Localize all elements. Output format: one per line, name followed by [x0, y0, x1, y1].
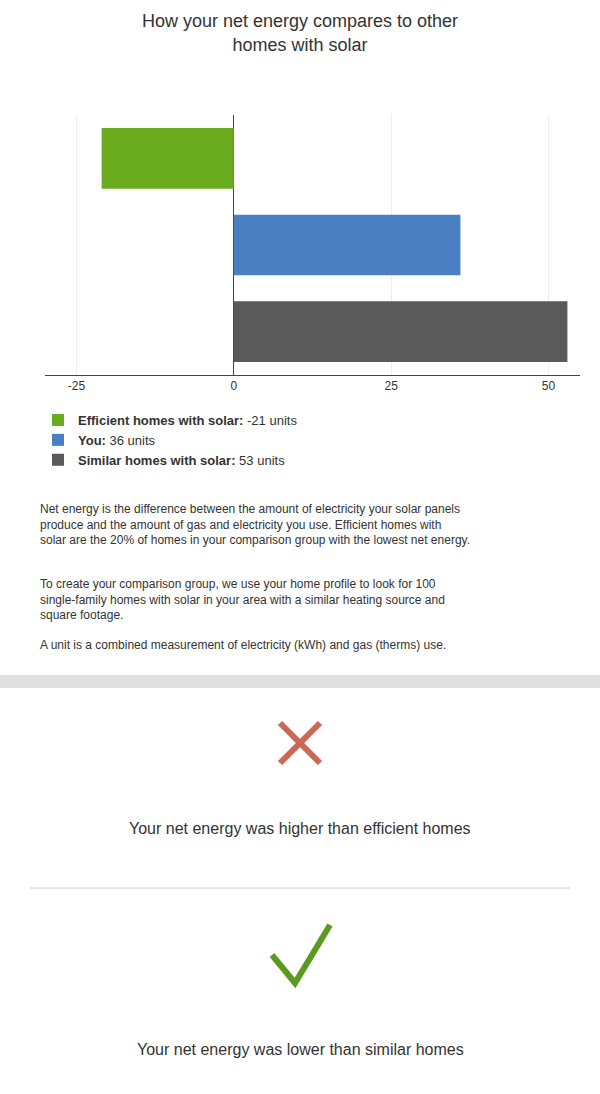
- svg-text:-25: -25: [68, 379, 86, 393]
- svg-text:You: 36 units: You: 36 units: [78, 433, 156, 448]
- svg-text:A unit is a combined measureme: A unit is a combined measurement of elec…: [40, 638, 446, 652]
- svg-text:Your net energy was lower than: Your net energy was lower than similar h…: [137, 1041, 464, 1058]
- svg-text:Efficient homes with solar: -2: Efficient homes with solar: -21 units: [78, 413, 297, 428]
- svg-text:Your net energy was higher tha: Your net energy was higher than efficien…: [129, 820, 471, 837]
- svg-text:Net energy is the difference b: Net energy is the difference between the…: [40, 502, 470, 547]
- svg-text:0: 0: [230, 379, 237, 393]
- svg-text:Similar homes with solar: 53 u: Similar homes with solar: 53 units: [78, 453, 285, 468]
- svg-text:To create your comparison grou: To create your comparison group, we use …: [40, 577, 445, 622]
- svg-text:How your net energy compares t: How your net energy compares to otherhom…: [142, 11, 458, 54]
- svg-text:50: 50: [542, 379, 556, 393]
- svg-text:25: 25: [385, 379, 399, 393]
